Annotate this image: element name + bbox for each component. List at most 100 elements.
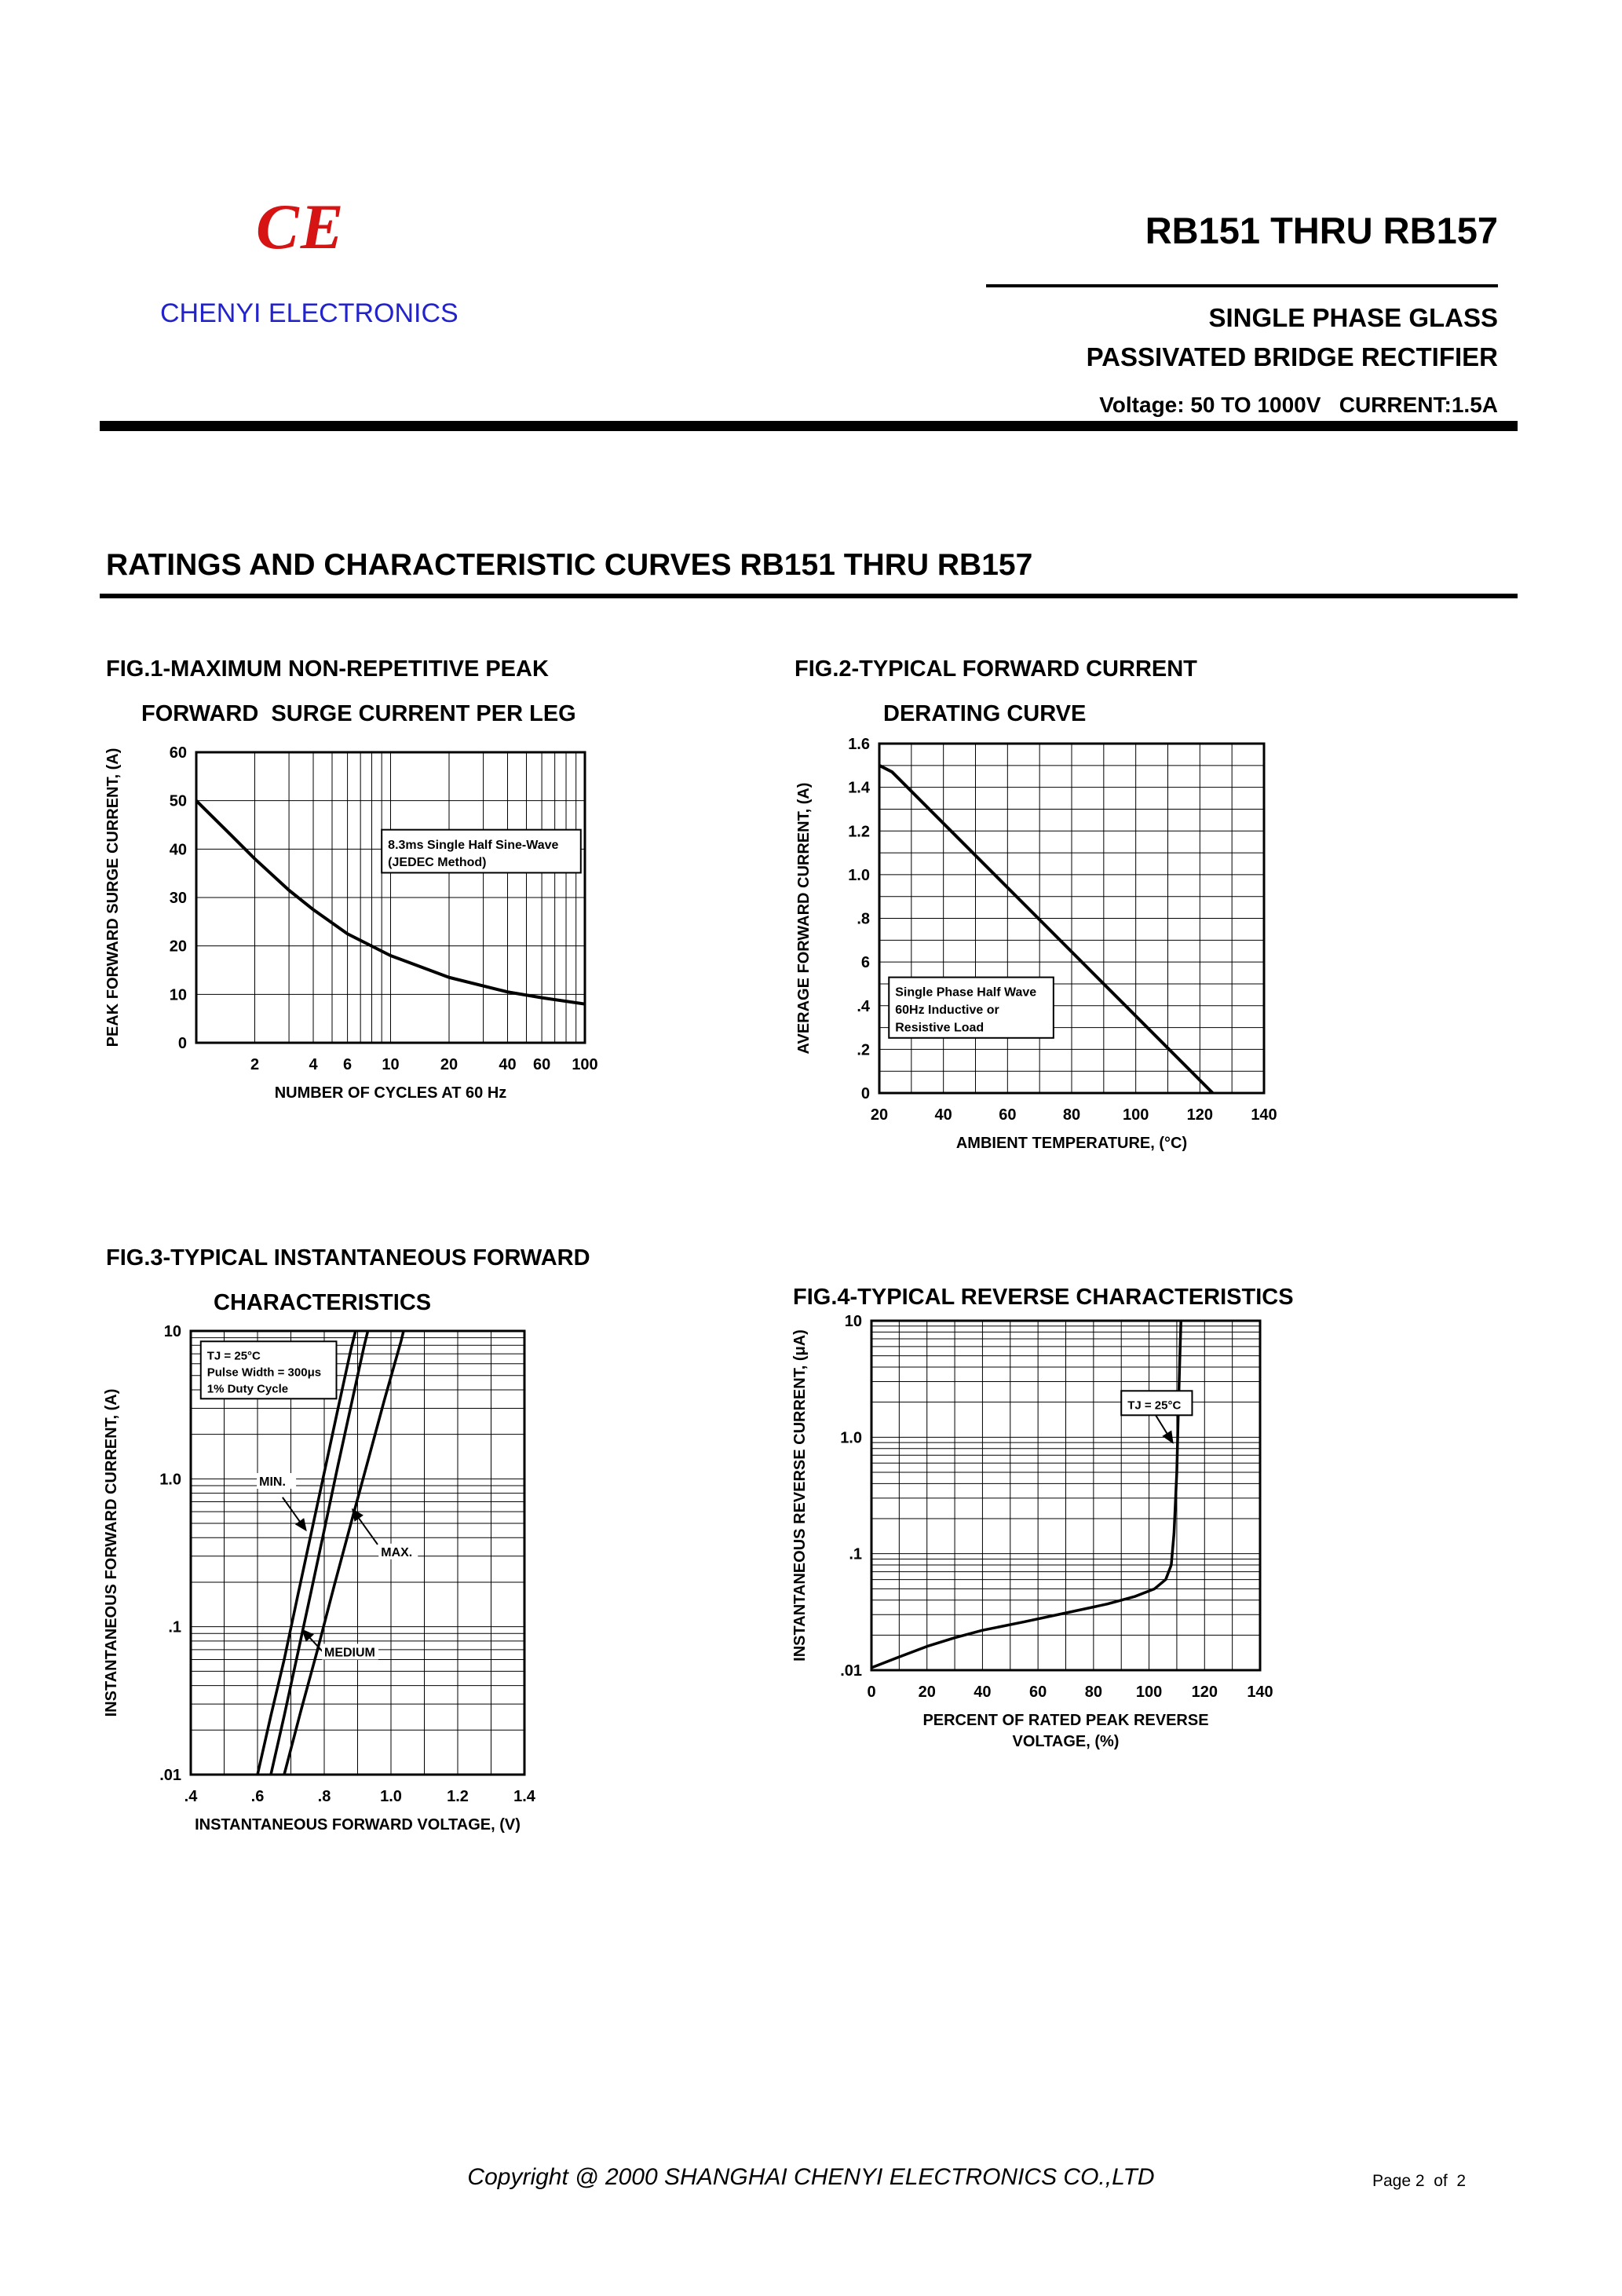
svg-text:140: 140	[1251, 1106, 1277, 1124]
svg-text:40: 40	[974, 1684, 991, 1701]
svg-text:Pulse Width = 300μs: Pulse Width = 300μs	[207, 1366, 321, 1379]
annotation: TJ = 25°C	[1120, 1390, 1193, 1444]
svg-text:60Hz Inductive or: 60Hz Inductive or	[895, 1004, 999, 1017]
svg-text:.8: .8	[318, 1788, 331, 1805]
svg-text:30: 30	[170, 890, 187, 907]
series-reverse-leakage	[871, 1321, 1182, 1669]
svg-text:Resistive Load: Resistive Load	[895, 1022, 984, 1035]
section-title: RATINGS AND CHARACTERISTIC CURVES RB151 …	[106, 548, 1033, 582]
grid	[879, 743, 1265, 1094]
annotation: Single Phase Half Wave 60Hz Inductive or R…	[888, 976, 1054, 1039]
grid	[195, 751, 586, 1044]
curve-label: MAX.	[351, 1508, 418, 1559]
fig3-title-line2: CHARACTERISTICS	[214, 1290, 432, 1315]
svg-text:.4: .4	[857, 998, 871, 1015]
svg-text:1.0: 1.0	[840, 1429, 862, 1446]
fig4-title-line1: FIG.4-TYPICAL REVERSE CHARACTERISTICS	[793, 1285, 1294, 1310]
fig4-plot: 0 20 40 60 80 100 120 140 .01 .1 1.0 10 PERCENT OF R…	[791, 1313, 1273, 1750]
svg-text:80: 80	[1063, 1106, 1080, 1124]
svg-text:.8: .8	[857, 911, 870, 928]
svg-text:50: 50	[170, 793, 187, 810]
svg-text:PERCENT OF RATED PEAK REVERSE: PERCENT OF RATED PEAK REVERSE	[922, 1712, 1208, 1729]
svg-text:20: 20	[170, 938, 187, 956]
plot-border	[189, 1329, 526, 1776]
fig1-plot: 2 4 6 10 20 40 60 100 0 10 20 30 40 50 60 NUMBER OF CYC…	[104, 744, 598, 1102]
svg-text:10: 10	[845, 1313, 862, 1330]
company-logo: CE	[256, 191, 345, 262]
svg-text:40: 40	[935, 1106, 952, 1124]
fig3-forward-characteristics-chart: .4 .6 .8 1.0 1.2 1.4 .01 .1 1.0 10 INSTANTANEOUS F…	[93, 1311, 572, 1861]
fig1-surge-current-chart: 2 4 6 10 20 40 60 100 0 10 20 30 40 50 60 NUMBER OF CYC…	[94, 729, 605, 1117]
svg-text:NUMBER OF CYCLES AT 60 Hz: NUMBER OF CYCLES AT 60 Hz	[275, 1084, 507, 1102]
svg-text:0: 0	[178, 1035, 187, 1052]
svg-text:4: 4	[309, 1056, 318, 1073]
svg-text:MAX.: MAX.	[381, 1546, 412, 1559]
svg-text:100: 100	[1123, 1106, 1149, 1124]
svg-text:1.0: 1.0	[159, 1471, 181, 1488]
svg-text:40: 40	[170, 841, 187, 858]
svg-text:20: 20	[871, 1106, 888, 1124]
svg-text:6: 6	[343, 1056, 352, 1073]
grid	[871, 1320, 1261, 1671]
series-MIN	[256, 1331, 357, 1775]
svg-text:.1: .1	[168, 1619, 181, 1636]
svg-text:Single Phase Half Wave: Single Phase Half Wave	[895, 986, 1036, 1000]
svg-text:AVERAGE FORWARD CURRENT, (A): AVERAGE FORWARD CURRENT, (A)	[795, 783, 813, 1055]
header-divider-bar	[100, 421, 1518, 431]
plot-border	[870, 1319, 1262, 1672]
svg-text:1% Duty Cycle: 1% Duty Cycle	[207, 1382, 288, 1395]
svg-text:1.6: 1.6	[848, 736, 870, 753]
fig2-plot: 20 40 60 80 100 120 140 0 .2 .4 6 .8 1.0 1.2 1.4 1.6 AMB…	[795, 736, 1277, 1152]
svg-text:120: 120	[1187, 1106, 1213, 1124]
svg-text:.2: .2	[857, 1041, 870, 1058]
series-surge-current	[196, 799, 585, 1006]
svg-text:40: 40	[499, 1056, 516, 1073]
svg-text:60: 60	[1029, 1684, 1047, 1701]
svg-text:1.2: 1.2	[447, 1788, 469, 1805]
svg-text:VOLTAGE, (%): VOLTAGE, (%)	[1013, 1733, 1120, 1750]
svg-text:TJ = 25°C: TJ = 25°C	[1127, 1398, 1181, 1412]
voltage-current-rating: Voltage: 50 TO 1000V CURRENT:1.5A	[1099, 393, 1498, 417]
svg-text:1.0: 1.0	[848, 867, 870, 884]
svg-text:100: 100	[572, 1056, 597, 1073]
section-underline	[100, 594, 1518, 598]
svg-text:60: 60	[999, 1106, 1016, 1124]
svg-text:.1: .1	[849, 1546, 862, 1563]
svg-text:0: 0	[867, 1684, 875, 1701]
device-subtitle-line2: PASSIVATED BRIDGE RECTIFIER	[1086, 342, 1498, 371]
fig2-title-line2: DERATING CURVE	[883, 701, 1087, 726]
svg-text:TJ = 25°C: TJ = 25°C	[207, 1349, 261, 1362]
series-MAX	[283, 1331, 405, 1775]
annotation: 8.3ms Single Half Sine-Wave (JEDEC Method…	[381, 828, 582, 874]
svg-text:120: 120	[1192, 1684, 1218, 1701]
svg-text:INSTANTANEOUS FORWARD VOLTAGE,: INSTANTANEOUS FORWARD VOLTAGE, (V)	[195, 1816, 521, 1834]
page-number: Page 2 of 2	[1372, 2172, 1467, 2190]
svg-text:1.4: 1.4	[513, 1788, 536, 1805]
svg-text:60: 60	[170, 744, 187, 762]
svg-text:0: 0	[861, 1085, 870, 1102]
fig3-plot: .4 .6 .8 1.0 1.2 1.4 .01 .1 1.0 10 INSTANTANEOUS F…	[103, 1323, 536, 1834]
svg-text:6: 6	[861, 954, 870, 971]
fig4-reverse-characteristics-chart: 0 20 40 60 80 100 120 140 .01 .1 1.0 10 PERCENT OF R…	[781, 1297, 1299, 1784]
svg-text:10: 10	[382, 1056, 399, 1073]
svg-text:1.4: 1.4	[848, 780, 871, 797]
device-subtitle-line1: SINGLE PHASE GLASS	[1208, 303, 1498, 332]
fig1-title-line2: FORWARD SURGE CURRENT PER LEG	[141, 701, 576, 726]
curve-label: MEDIUM	[301, 1629, 378, 1660]
fig3-title-line1: FIG.3-TYPICAL INSTANTANEOUS FORWARD	[106, 1245, 590, 1270]
svg-text:140: 140	[1247, 1684, 1273, 1701]
part-number-underline	[986, 284, 1498, 287]
svg-text:INSTANTANEOUS REVERSE CURRENT,: INSTANTANEOUS REVERSE CURRENT, (μA)	[791, 1329, 809, 1662]
fig2-title-line1: FIG.2-TYPICAL FORWARD CURRENT	[795, 656, 1197, 682]
svg-text:10: 10	[170, 986, 187, 1004]
fig2-derating-curve-chart: 20 40 60 80 100 120 140 0 .2 .4 6 .8 1.0 1.2 1.4 1.6 AMB…	[785, 716, 1295, 1175]
plot-border	[195, 751, 586, 1044]
svg-text:MIN.: MIN.	[259, 1475, 286, 1489]
svg-text:.01: .01	[840, 1662, 862, 1680]
svg-text:PEAK FORWARD SURGE CURRENT, (A: PEAK FORWARD SURGE CURRENT, (A)	[104, 748, 122, 1047]
part-number-title: RB151 THRU RB157	[1145, 210, 1498, 251]
svg-text:80: 80	[1085, 1684, 1102, 1701]
svg-text:AMBIENT TEMPERATURE, (°C): AMBIENT TEMPERATURE, (°C)	[956, 1135, 1187, 1152]
curve-label: MIN.	[257, 1472, 307, 1532]
